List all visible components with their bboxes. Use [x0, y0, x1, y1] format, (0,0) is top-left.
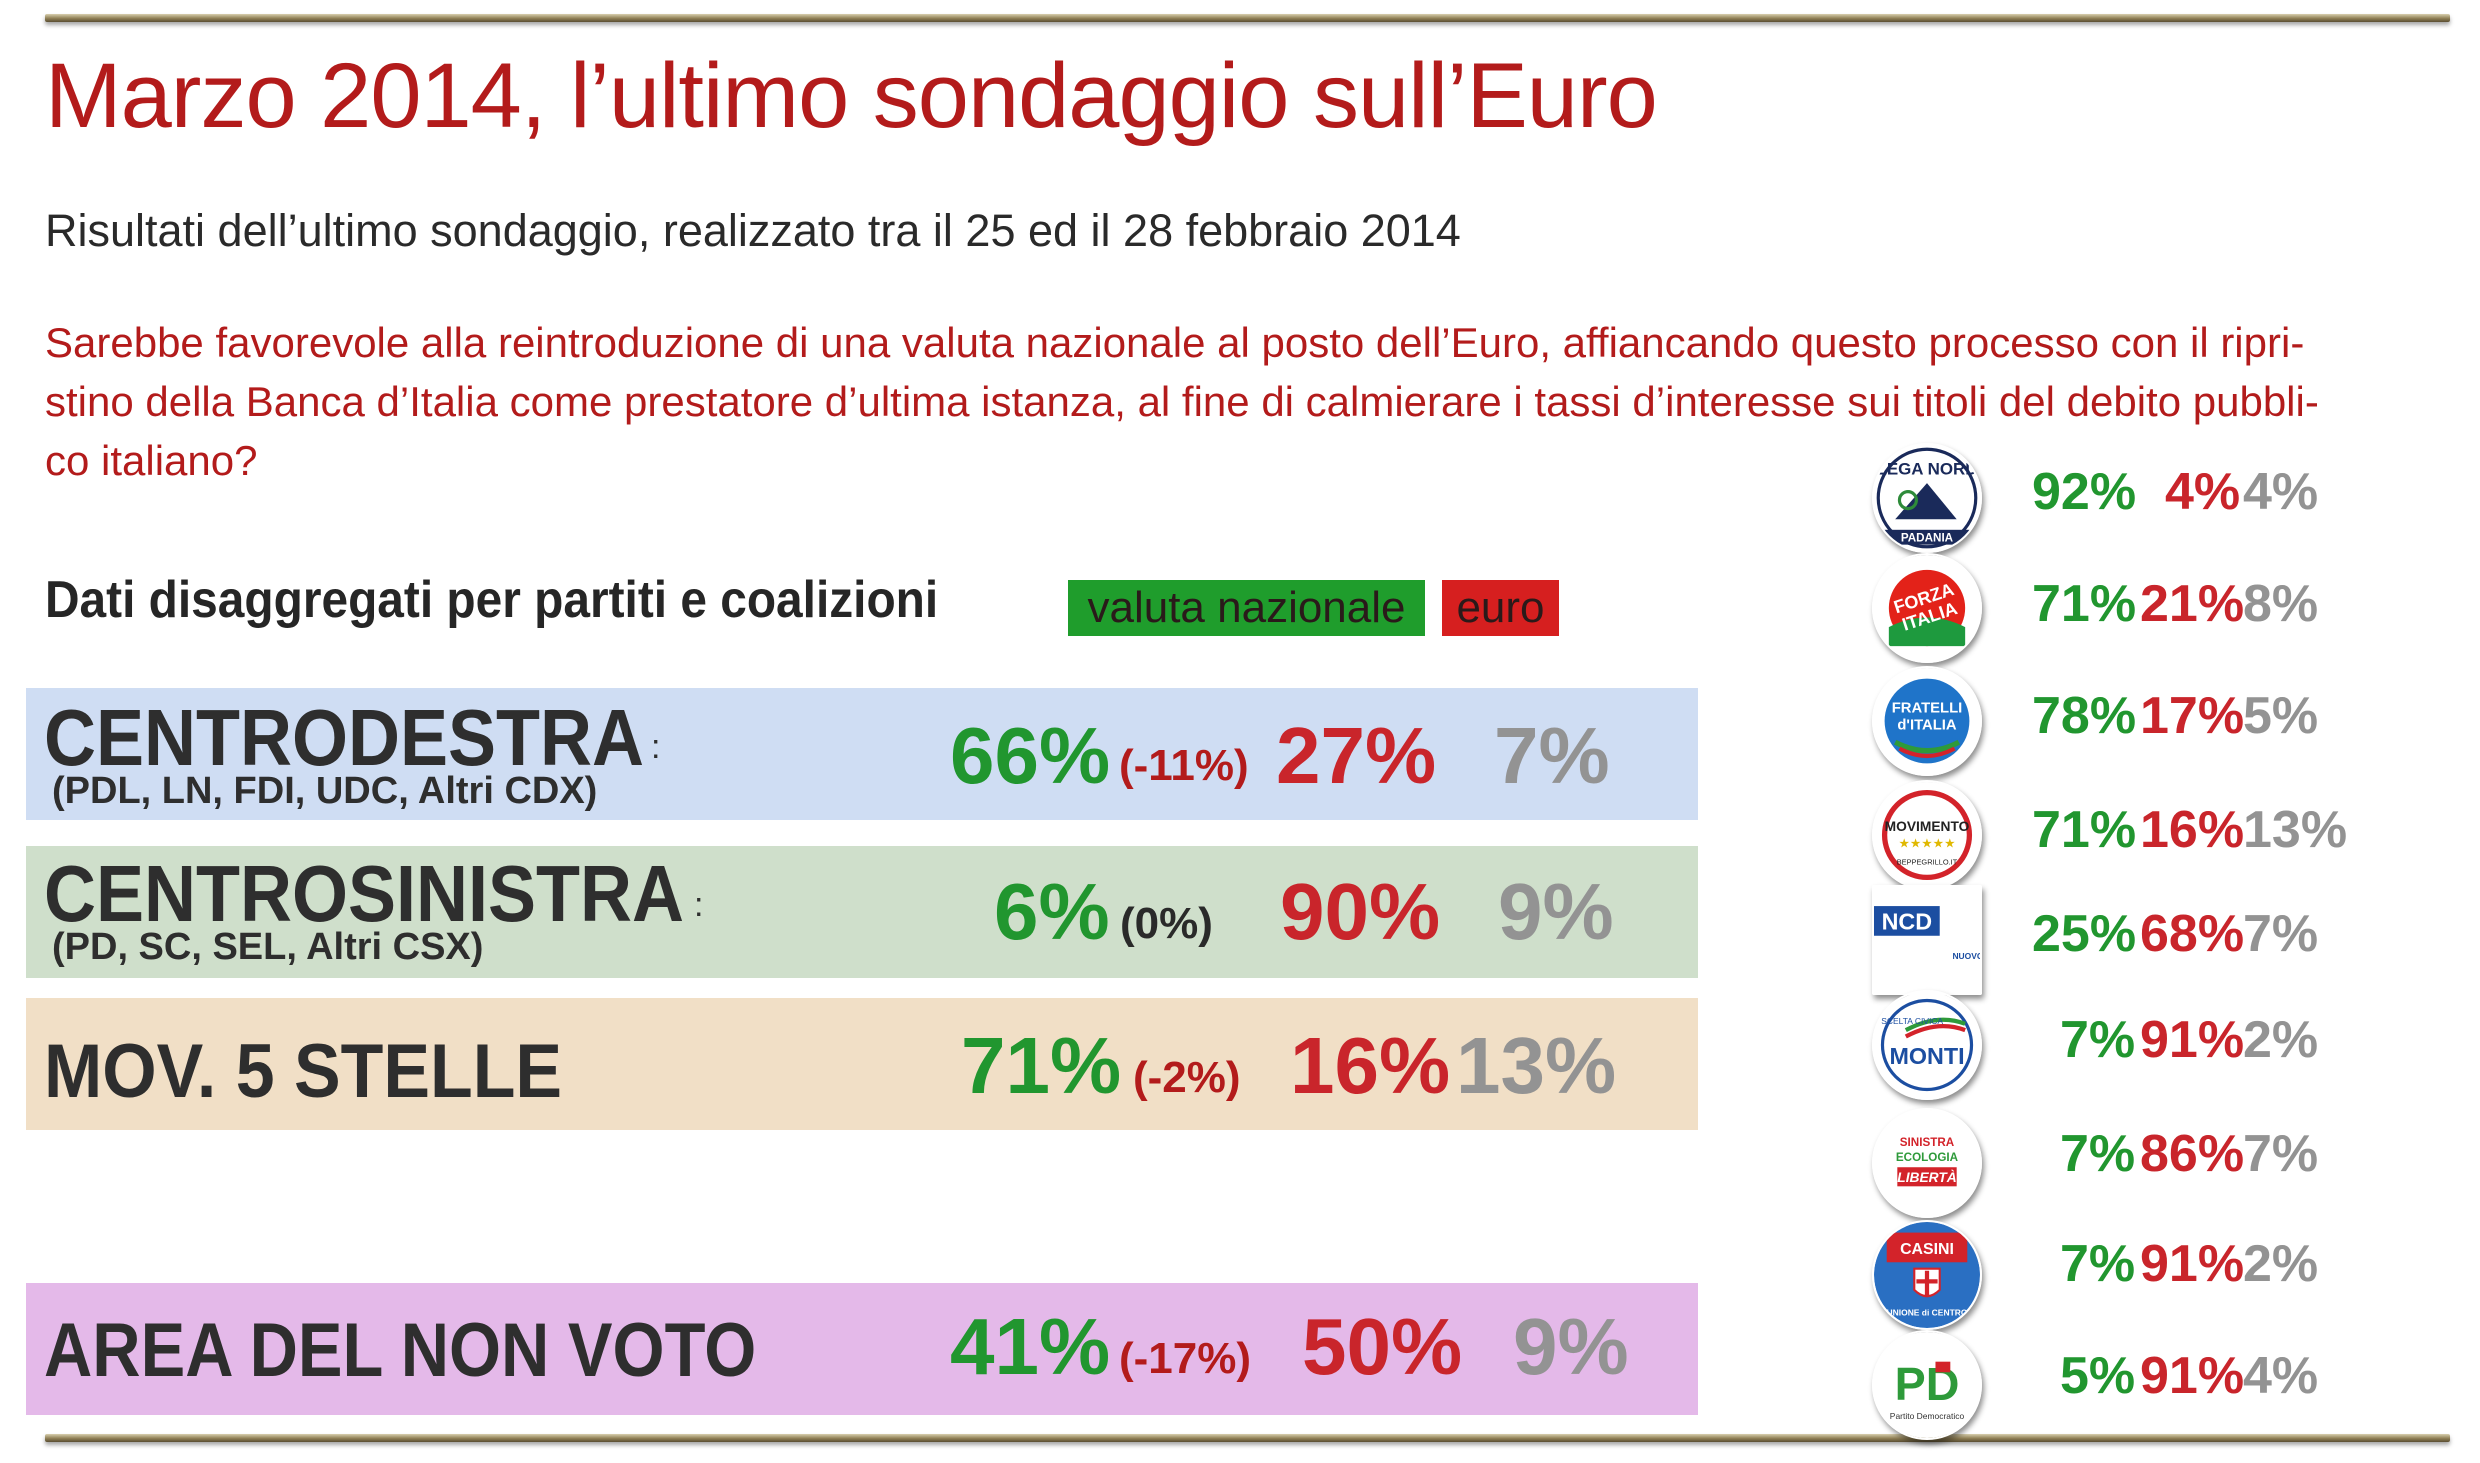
national-value: 41% [950, 1302, 1111, 1391]
party-euro-value: 91% [2140, 1347, 2245, 1405]
svg-text:CASINI: CASINI [1900, 1241, 1954, 1258]
undecided-value: 9% [1498, 867, 1614, 956]
ncd-logo: NCD NUOVO CENTRO DESTRA [1872, 885, 1982, 995]
udc-logo: CASINI UNIONE di CENTRO [1872, 1220, 1982, 1330]
coalition-members: (PD, SC, SEL, Altri CSX) [52, 926, 484, 968]
undecided-value: 7% [1494, 711, 1610, 800]
undecided-value: 13% [1456, 1021, 1617, 1110]
svg-text:LIBERTÀ: LIBERTÀ [1897, 1169, 1956, 1185]
svg-text:BEPPEGRILLO.IT: BEPPEGRILLO.IT [1897, 858, 1958, 867]
coalition-name: AREA DEL NON VOTO [44, 1308, 757, 1393]
question-line: co italiano? [45, 437, 258, 484]
national-value: 71% [961, 1021, 1122, 1110]
svg-text:SCELTA CIVICA: SCELTA CIVICA [1881, 1016, 1943, 1026]
lega-nord-logo: LEGA NORD PADANIA [1872, 443, 1982, 553]
party-euro-value: 21% [2140, 575, 2245, 633]
euro-value: 90% [1280, 867, 1441, 956]
coalition-band-centrosinistra: CENTROSINISTRA : (PD, SC, SEL, Altri CSX… [26, 846, 1698, 978]
party-euro-value: 86% [2140, 1125, 2245, 1183]
fratelli-italia-logo: FRATELLI d'ITALIA [1872, 666, 1982, 776]
svg-text:★★★★★: ★★★★★ [1899, 836, 1956, 851]
national-value: 6% [994, 867, 1110, 956]
coalition-band-m5s: MOV. 5 STELLE 71% (-2%) 16% 13% [26, 998, 1698, 1130]
party-undecided-value: 7% [2243, 905, 2319, 963]
party-euro-value: 91% [2140, 1011, 2245, 1069]
party-national-value: 25% [2032, 905, 2137, 963]
coalition-name: CENTROSINISTRA [44, 849, 685, 938]
euro-value: 27% [1276, 711, 1437, 800]
sel-logo: SINISTRA ECOLOGIA LIBERTÀ [1872, 1108, 1982, 1218]
pd-logo: PD Partito Democratico [1872, 1330, 1982, 1440]
svg-text:ECOLOGIA: ECOLOGIA [1896, 1151, 1959, 1164]
svg-text:PADANIA: PADANIA [1901, 531, 1954, 544]
survey-question: Sarebbe favorevole alla reintroduzione d… [45, 313, 2445, 490]
party-national-value: 92% [2032, 463, 2137, 521]
question-line: stino della Banca d’Italia come prestato… [45, 378, 2319, 425]
party-national-value: 7% [2060, 1011, 2136, 1069]
party-undecided-value: 8% [2243, 575, 2319, 633]
party-euro-value: 4% [2165, 463, 2241, 521]
svg-text:UNIONE di CENTRO: UNIONE di CENTRO [1887, 1307, 1968, 1317]
party-euro-value: 68% [2140, 905, 2245, 963]
coalition-name: CENTRODESTRA [44, 693, 645, 782]
bottom-rule [45, 1434, 2450, 1442]
page-title: Marzo 2014, l’ultimo sondaggio sull’Euro [45, 45, 1658, 147]
coalition-members: (PDL, LN, FDI, UDC, Altri CDX) [52, 770, 598, 812]
party-undecided-value: 5% [2243, 687, 2319, 745]
party-undecided-value: 7% [2243, 1125, 2319, 1183]
party-undecided-value: 4% [2243, 1347, 2319, 1405]
legend-euro: euro [1442, 580, 1559, 636]
party-undecided-value: 2% [2243, 1011, 2319, 1069]
party-undecided-value: 2% [2243, 1235, 2319, 1293]
party-euro-value: 91% [2140, 1235, 2245, 1293]
change-value: (-11%) [1119, 741, 1249, 790]
coalition-band-non-voto: AREA DEL NON VOTO 41% (-17%) 50% 9% [26, 1283, 1698, 1415]
svg-text:LEGA NORD: LEGA NORD [1877, 460, 1978, 479]
svg-text:MOVIMENTO: MOVIMENTO [1885, 819, 1970, 834]
change-value: (-17%) [1119, 1334, 1252, 1383]
euro-value: 16% [1290, 1021, 1451, 1110]
party-national-value: 7% [2060, 1125, 2136, 1183]
colon: : [651, 728, 661, 766]
section-heading: Dati disaggregati per partiti e coalizio… [45, 571, 939, 629]
party-euro-value: 17% [2140, 687, 2245, 745]
svg-text:NCD: NCD [1882, 908, 1933, 934]
party-national-value: 71% [2032, 575, 2137, 633]
party-undecided-value: 13% [2243, 801, 2348, 859]
colon: : [694, 886, 704, 924]
party-national-value: 78% [2032, 687, 2137, 745]
undecided-value: 9% [1513, 1302, 1629, 1391]
party-undecided-value: 4% [2243, 463, 2319, 521]
change-value: (0%) [1120, 899, 1213, 948]
movimento-5-stelle-logo: MOVIMENTO ★★★★★ BEPPEGRILLO.IT [1872, 780, 1982, 890]
svg-text:SINISTRA: SINISTRA [1900, 1136, 1955, 1149]
svg-text:FRATELLI: FRATELLI [1892, 701, 1963, 717]
top-rule [45, 14, 2450, 22]
party-national-value: 7% [2060, 1235, 2136, 1293]
coalition-name: MOV. 5 STELLE [44, 1029, 563, 1114]
change-value: (-2%) [1133, 1053, 1241, 1102]
coalition-band-centrodestra: CENTRODESTRA : (PDL, LN, FDI, UDC, Altri… [26, 688, 1698, 820]
party-national-value: 71% [2032, 801, 2137, 859]
question-line: Sarebbe favorevole alla reintroduzione d… [45, 319, 2305, 366]
national-value: 66% [950, 711, 1111, 800]
svg-text:MONTI: MONTI [1889, 1043, 1964, 1069]
page-subtitle: Risultati dell’ultimo sondaggio, realizz… [45, 205, 1461, 256]
party-euro-value: 16% [2140, 801, 2245, 859]
euro-value: 50% [1302, 1302, 1463, 1391]
svg-text:NUOVO CENTRO DESTRA: NUOVO CENTRO DESTRA [1952, 951, 1980, 961]
party-national-value: 5% [2060, 1347, 2136, 1405]
forza-italia-logo: FORZA ITALIA [1872, 553, 1982, 663]
legend-national-currency: valuta nazionale [1068, 580, 1425, 636]
svg-text:Partito Democratico: Partito Democratico [1890, 1411, 1965, 1421]
scelta-civica-logo: SCELTA CIVICA MONTI [1872, 990, 1982, 1100]
svg-text:d'ITALIA: d'ITALIA [1897, 717, 1957, 733]
